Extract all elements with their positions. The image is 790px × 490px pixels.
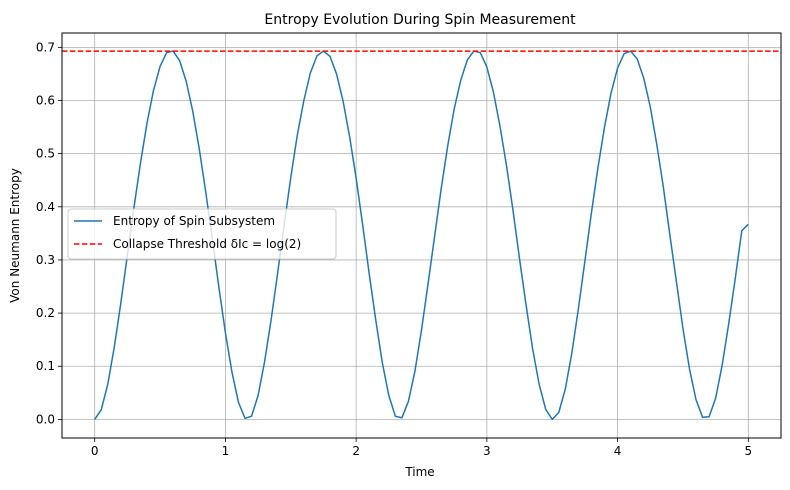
legend: Entropy of Spin Subsystem Collapse Thres… <box>67 208 337 260</box>
x-axis-ticks: 0 1 2 3 4 5 <box>91 438 752 458</box>
legend-box <box>67 208 337 260</box>
legend-threshold-label: Collapse Threshold δIc = log(2) <box>113 237 301 251</box>
x-tick-label: 2 <box>352 444 360 458</box>
y-tick-label: 0.3 <box>36 253 55 267</box>
y-tick-label: 0.2 <box>36 306 55 320</box>
y-tick-label: 0.1 <box>36 359 55 373</box>
x-axis-label: Time <box>404 465 434 479</box>
grid-lines <box>62 33 781 438</box>
plot-lines <box>62 50 781 421</box>
y-tick-label: 0.4 <box>36 200 55 214</box>
x-tick-label: 5 <box>744 444 752 458</box>
x-tick-label: 0 <box>91 444 99 458</box>
plot-frame <box>61 32 782 439</box>
y-tick-label: 0.5 <box>36 147 55 161</box>
y-tick-label: 0.7 <box>36 40 55 54</box>
y-axis-label: Von Neumann Entropy <box>8 168 22 303</box>
x-tick-label: 4 <box>614 444 622 458</box>
x-tick-label: 1 <box>222 444 230 458</box>
y-tick-label: 0.6 <box>36 94 55 108</box>
x-tick-label: 3 <box>483 444 491 458</box>
y-tick-label: 0.0 <box>36 412 55 426</box>
y-axis-ticks: 0.0 0.1 0.2 0.3 0.4 0.5 0.6 0.7 <box>36 40 62 426</box>
legend-entropy-label: Entropy of Spin Subsystem <box>113 214 275 228</box>
chart-title: Entropy Evolution During Spin Measuremen… <box>264 12 576 28</box>
entropy-series-line <box>94 50 749 421</box>
